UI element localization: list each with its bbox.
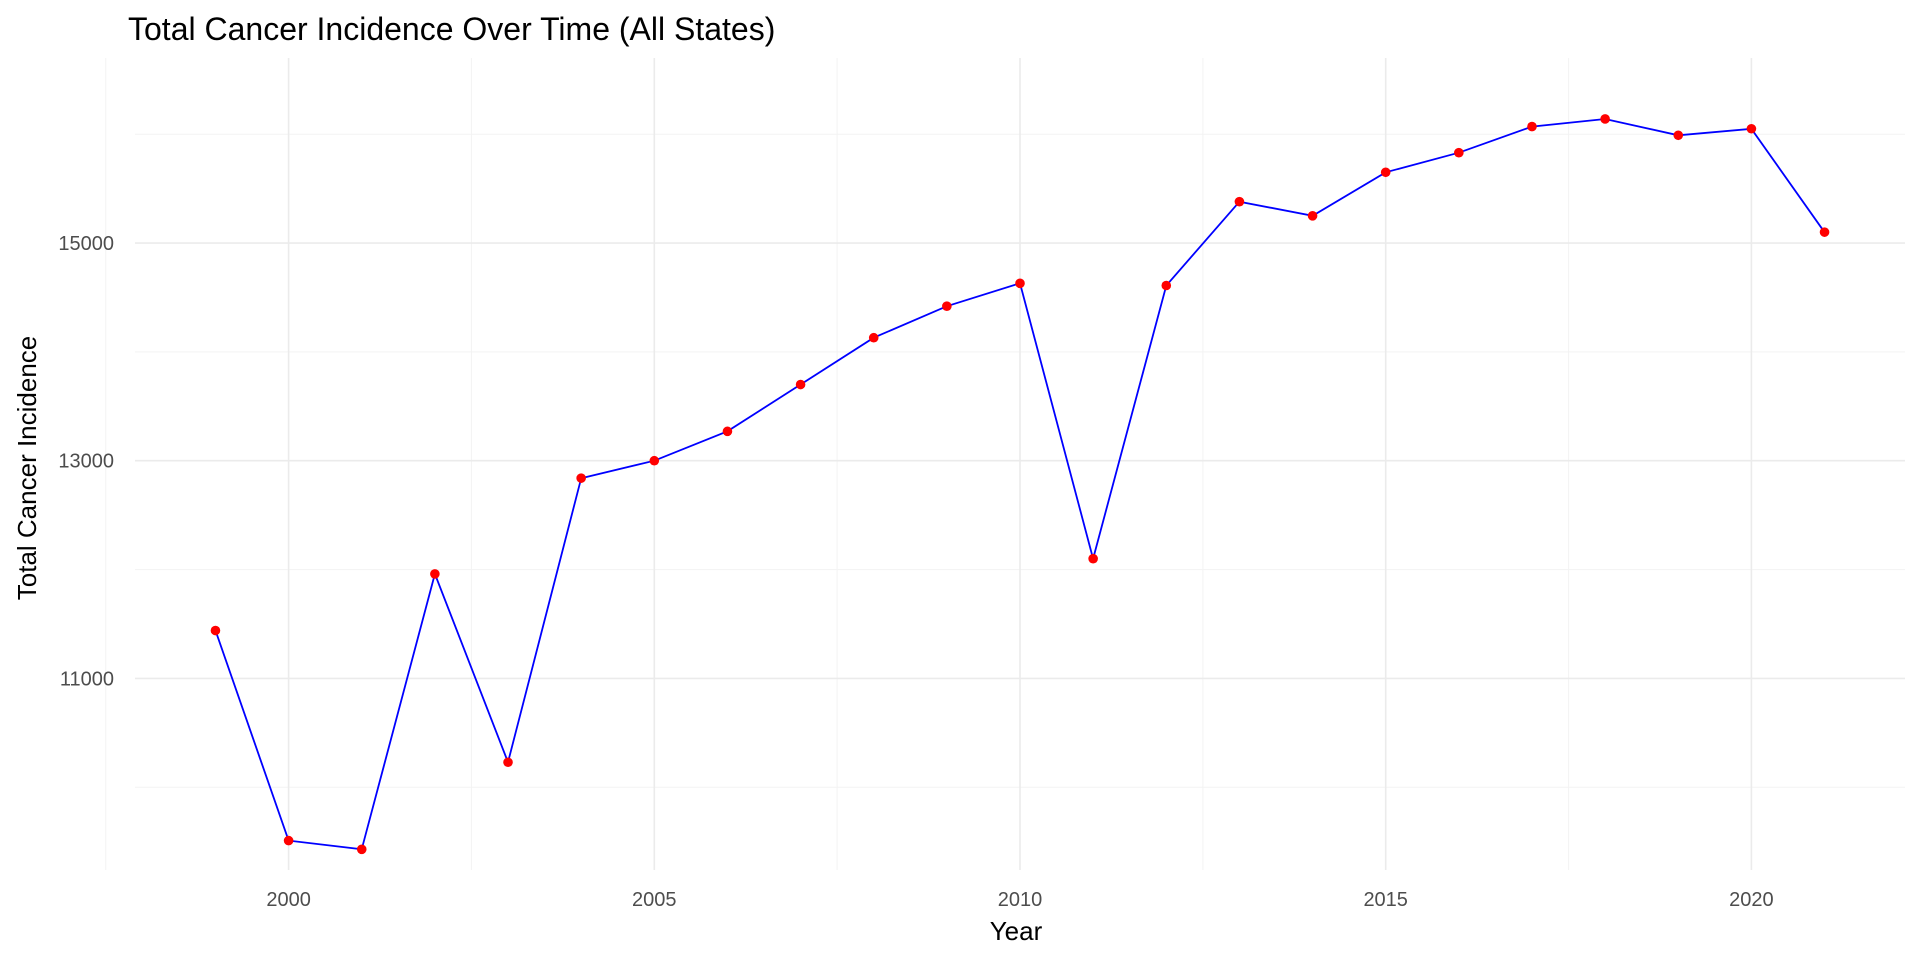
x-axis-title: Year — [990, 916, 1043, 946]
data-point — [1307, 211, 1318, 221]
y-axis-ticks: 11000 13000 15000 — [58, 233, 114, 690]
data-point — [1673, 130, 1684, 141]
data-point — [210, 625, 221, 636]
data-point — [1454, 147, 1464, 158]
x-tick-label: 2015 — [1363, 889, 1408, 911]
data-point — [503, 757, 513, 768]
data-point — [1234, 196, 1245, 207]
data-point — [1819, 227, 1830, 237]
data-point — [1600, 114, 1610, 124]
y-tick-label: 15000 — [58, 233, 114, 255]
data-point — [1746, 123, 1757, 134]
x-tick-label: 2020 — [1729, 889, 1774, 911]
y-tick-label: 13000 — [58, 451, 114, 473]
data-point — [795, 379, 806, 390]
y-tick-label: 11000 — [60, 668, 114, 690]
x-tick-label: 2000 — [266, 889, 311, 911]
data-point — [1088, 553, 1098, 564]
series-group — [210, 114, 1830, 855]
y-axis-title: Total Cancer Incidence — [12, 336, 42, 600]
data-point — [356, 844, 367, 855]
data-point — [1161, 280, 1172, 291]
data-point — [722, 426, 733, 437]
grid-lines — [105, 58, 1905, 870]
data-point — [649, 455, 660, 466]
x-tick-label: 2010 — [998, 889, 1043, 911]
data-point — [942, 301, 952, 311]
data-point — [1015, 278, 1025, 289]
chart-title: Total Cancer Incidence Over Time (All St… — [128, 11, 775, 47]
data-point — [430, 569, 440, 579]
data-point — [1380, 167, 1391, 178]
data-point — [868, 332, 879, 343]
data-point — [1527, 121, 1537, 132]
x-tick-label: 2005 — [632, 889, 677, 911]
data-point — [576, 473, 586, 483]
x-axis-ticks: 2000 2005 2010 2015 2020 — [266, 889, 1773, 911]
data-point — [283, 835, 294, 846]
